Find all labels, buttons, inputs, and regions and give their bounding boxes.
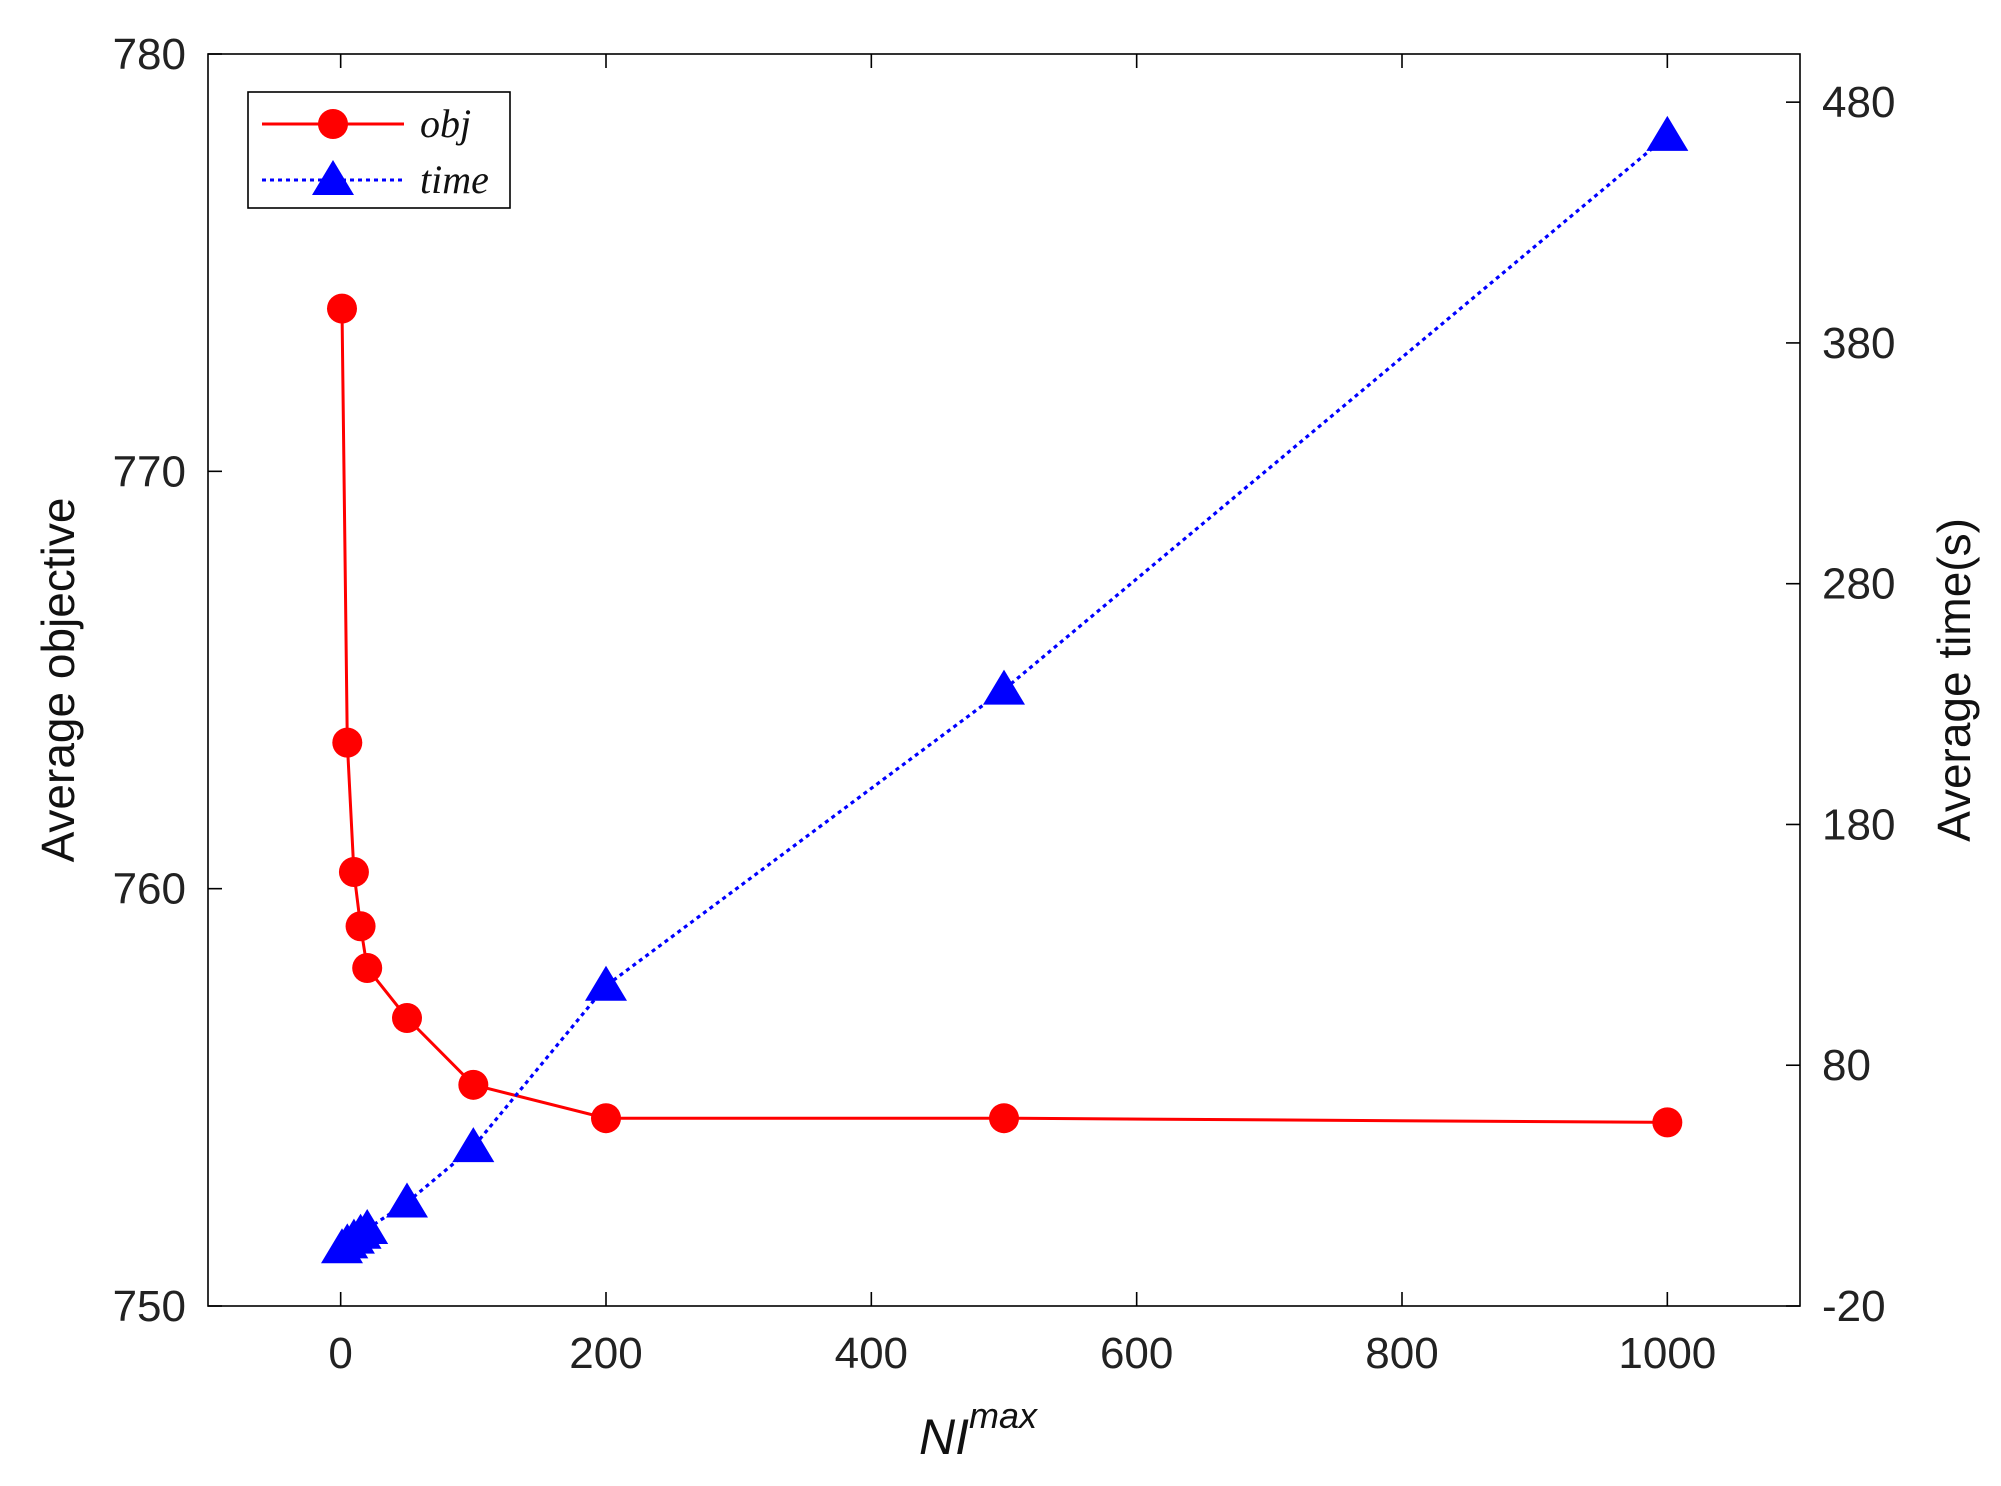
data-point-obj [338,856,369,887]
legend-marker-obj [318,109,348,139]
data-point-time [346,1208,389,1244]
data-point-time [1646,115,1689,151]
y-right-tick-label: 380 [1822,319,1895,368]
x-tick-label: 400 [835,1329,908,1378]
y-left-tick-label: 760 [113,865,186,914]
legend: obj time [247,91,511,209]
legend-marker-time [312,160,354,195]
x-tick-label: 1000 [1618,1329,1716,1378]
data-point-time [585,965,627,1001]
axes: 0 200 400 600 800 1000 750 760 770 780 -20 80 180 280… [32,30,1980,1465]
y-right-tick-label: 280 [1822,560,1895,609]
x-tick-label: 800 [1365,1329,1438,1378]
y-right-tick-label: -20 [1822,1282,1886,1331]
plot-frame [207,53,1801,1307]
legend-box [247,91,511,209]
y-right-tick-label: 180 [1822,800,1895,849]
data-point-time [983,669,1025,705]
data-point-time [386,1182,428,1218]
data-point-obj [392,1003,422,1034]
y-left-tick-label: 780 [113,30,186,79]
data-point-obj [1652,1107,1683,1138]
data-point-obj [345,911,376,942]
y-right-tick-label: 480 [1822,78,1895,127]
legend-label-time: time [420,157,489,202]
x-tick-label: 0 [328,1329,352,1378]
data-point-obj [332,727,363,758]
x-axis-label: NImax [919,1395,1039,1465]
data-point-obj [352,952,383,983]
x-axis-label-superscript: max [969,1395,1039,1436]
y-left-tick-label: 770 [113,447,186,496]
x-axis-label-base: NI [919,1409,969,1465]
data-point-obj [989,1103,1019,1134]
data-point-obj [458,1069,489,1100]
data-point-obj [591,1103,621,1134]
x-tick-label: 600 [1100,1329,1173,1378]
x-tick-label: 200 [569,1329,642,1378]
y-left-axis-label: Average objective [32,498,84,863]
plot-area [320,115,1689,1264]
y-right-axis-label: Average time(s) [1928,518,1980,842]
series-line-obj [340,308,1668,1124]
legend-label-obj: obj [420,101,471,146]
data-point-time [452,1127,495,1163]
y-right-tick-label: 80 [1822,1041,1871,1090]
data-point-obj [326,293,357,324]
y-left-tick-label: 750 [113,1282,186,1331]
